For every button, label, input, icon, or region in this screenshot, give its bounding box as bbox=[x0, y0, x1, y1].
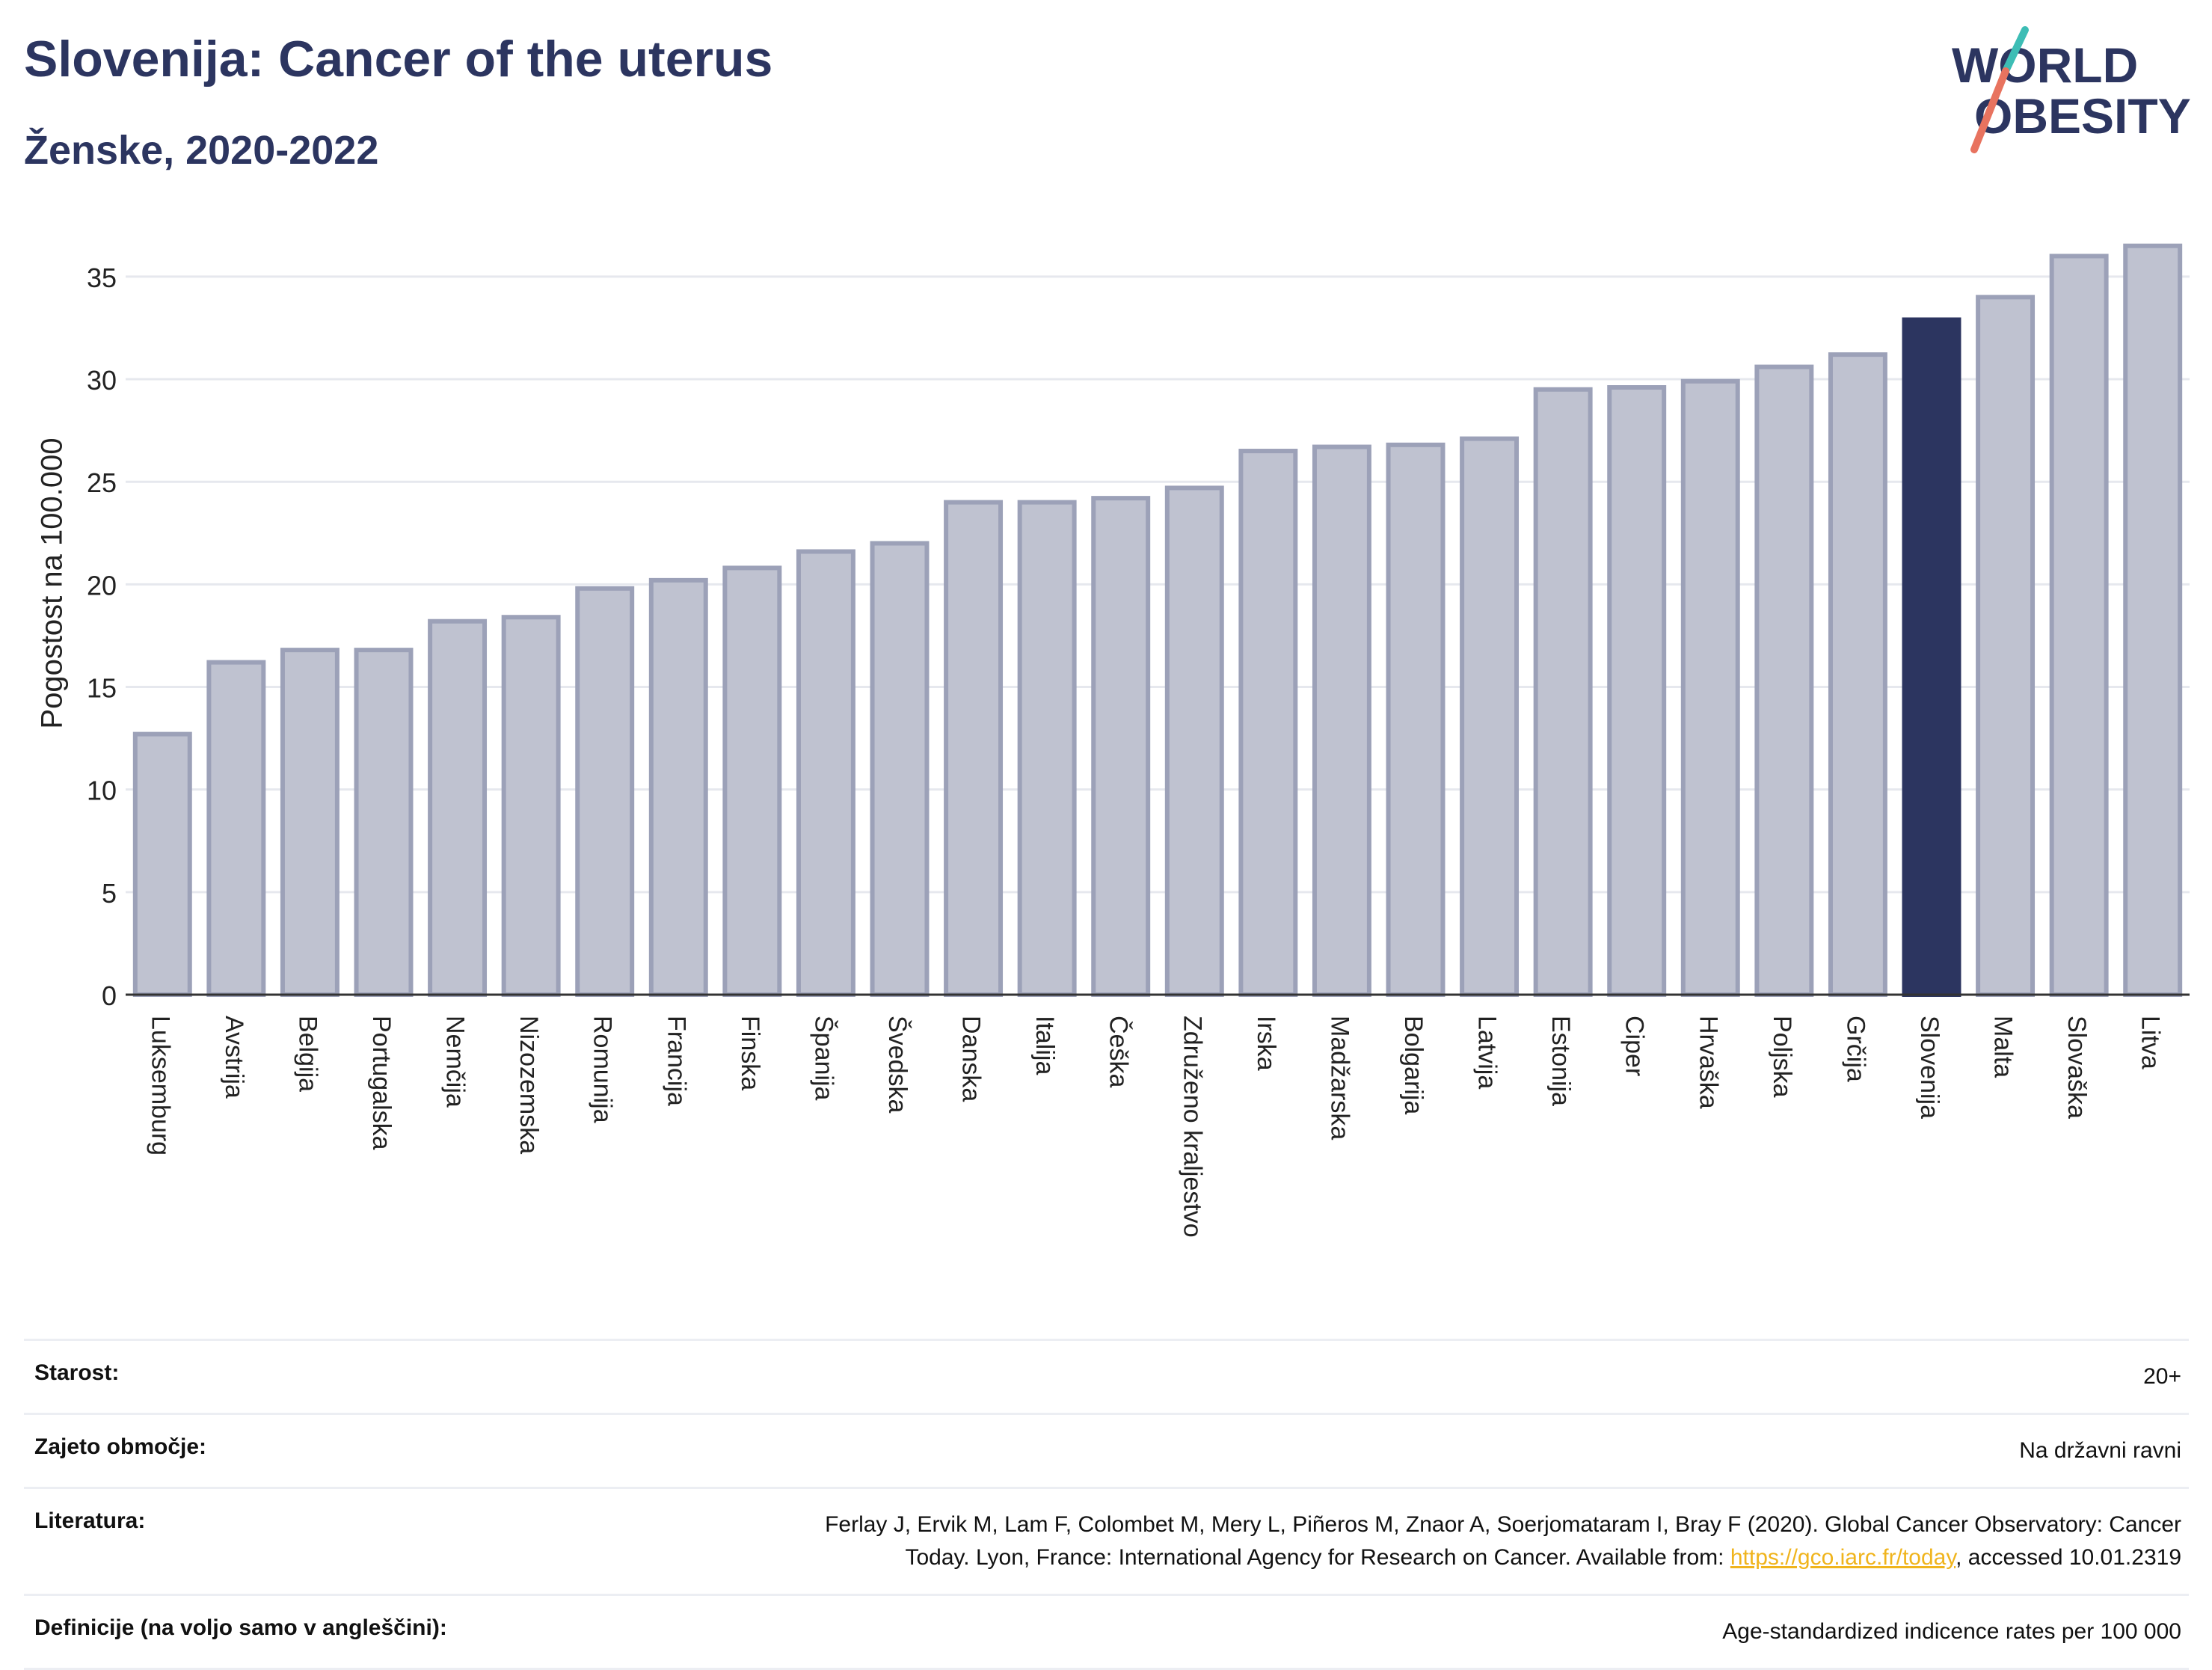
logo-line2: OBESITY bbox=[1974, 88, 2191, 144]
info-row-age: Starost: 20+ bbox=[24, 1339, 2189, 1413]
x-tick-label: Slovaška bbox=[2062, 1016, 2091, 1119]
bar bbox=[944, 500, 1004, 997]
x-tick-label: Malta bbox=[1989, 1016, 2018, 1078]
bar bbox=[354, 648, 414, 997]
bar bbox=[1312, 444, 1371, 997]
reference-label: Literatura: bbox=[34, 1508, 146, 1533]
reference-text-3: , accessed 10.01.2319 bbox=[1956, 1545, 2181, 1570]
coverage-value: Na državni ravni bbox=[2019, 1438, 2181, 1463]
bar bbox=[280, 648, 340, 997]
y-tick-label: 5 bbox=[102, 878, 117, 909]
info-row-reference: Literatura: Ferlay J, Ervik M, Lam F, Co… bbox=[24, 1487, 2189, 1594]
x-tick-label: Slovenija bbox=[1915, 1016, 1944, 1119]
x-tick-label: Danska bbox=[957, 1016, 986, 1102]
y-tick-label: 20 bbox=[87, 570, 117, 601]
world-obesity-logo-mark: WORLD OBESITY bbox=[1952, 26, 2191, 153]
info-row-definitions: Definicije (na voljo samo v angleščini):… bbox=[24, 1594, 2189, 1670]
bar bbox=[1386, 442, 1446, 997]
reference-text-2: Today. Lyon, France: International Agenc… bbox=[905, 1545, 1730, 1570]
x-tick-label: Nemčija bbox=[441, 1016, 470, 1108]
x-tick-label: Luksemburg bbox=[146, 1016, 174, 1155]
x-tick-label: Belgija bbox=[293, 1016, 322, 1092]
bar bbox=[1238, 449, 1298, 997]
x-tick-label: Madžarska bbox=[1325, 1016, 1354, 1140]
x-tick-label: Italija bbox=[1030, 1016, 1059, 1075]
reference-link[interactable]: https://gco.iarc.fr/today bbox=[1730, 1545, 1956, 1570]
bar bbox=[501, 615, 561, 997]
chart-title: Slovenija: Cancer of the uterus bbox=[24, 31, 773, 88]
y-tick-label: 25 bbox=[87, 467, 117, 498]
logo-slash-coral bbox=[1970, 67, 2009, 153]
chart-subtitle: Ženske, 2020-2022 bbox=[24, 128, 379, 173]
bar bbox=[648, 577, 708, 997]
x-tick-label: Avstrija bbox=[220, 1016, 248, 1099]
bar bbox=[1754, 364, 1814, 997]
bar bbox=[1460, 436, 1520, 997]
y-tick-label: 15 bbox=[87, 673, 117, 704]
x-tick-label: Irska bbox=[1252, 1016, 1280, 1071]
bar bbox=[1164, 485, 1224, 997]
x-tick-label: Združeno kraljestvo bbox=[1178, 1016, 1206, 1238]
y-tick-label: 30 bbox=[87, 365, 117, 396]
x-tick-label: Litva bbox=[2136, 1016, 2165, 1069]
bar bbox=[870, 541, 930, 997]
logo-slash-teal bbox=[2002, 26, 2029, 75]
bar bbox=[1680, 378, 1740, 997]
info-table: Starost: 20+ Zajeto območje: Na državni … bbox=[24, 1339, 2189, 1670]
x-tick-label: Francija bbox=[662, 1016, 690, 1106]
x-tick-label: Latvija bbox=[1473, 1016, 1502, 1089]
bar bbox=[1607, 385, 1667, 997]
y-tick-label: 35 bbox=[87, 263, 117, 293]
x-tick-label: Švedska bbox=[883, 1016, 912, 1113]
x-tick-label: Nizozemska bbox=[514, 1016, 543, 1154]
bar bbox=[796, 549, 855, 997]
age-value: 20+ bbox=[2143, 1364, 2181, 1389]
x-tick-label: Hrvaška bbox=[1694, 1016, 1722, 1109]
bar-chart: 0 5 10 15 20 25 30 35 Luksemburg Avstrija Belgija P… bbox=[87, 243, 2190, 1238]
x-tick-label: Ciper bbox=[1620, 1016, 1649, 1076]
bar-highlight bbox=[1902, 317, 1961, 997]
bar bbox=[575, 586, 635, 997]
bar bbox=[1533, 387, 1593, 997]
definitions-label: Definicije (na voljo samo v angleščini): bbox=[34, 1615, 447, 1640]
x-tick-label: Estonija bbox=[1546, 1016, 1575, 1106]
coverage-label: Zajeto območje: bbox=[34, 1434, 207, 1459]
x-tick-label: Španija bbox=[809, 1016, 838, 1101]
world-obesity-logo: WORLD OBESITY bbox=[1944, 26, 2199, 165]
bar bbox=[428, 618, 488, 997]
bar bbox=[1091, 496, 1151, 997]
bar bbox=[2049, 254, 2109, 997]
bar bbox=[722, 565, 782, 997]
bar bbox=[2123, 243, 2183, 998]
x-tick-label: Bolgarija bbox=[1399, 1016, 1428, 1114]
bar bbox=[1976, 295, 2036, 997]
y-tick-label: 10 bbox=[87, 776, 117, 806]
x-tick-label: Češka bbox=[1105, 1016, 1133, 1087]
reference-value: Ferlay J, Ervik M, Lam F, Colombet M, Me… bbox=[825, 1508, 2181, 1574]
bar bbox=[1828, 352, 1887, 997]
bar bbox=[132, 731, 192, 997]
x-tick-label: Grčija bbox=[1841, 1016, 1870, 1082]
info-row-coverage: Zajeto območje: Na državni ravni bbox=[24, 1413, 2189, 1487]
x-tick-label: Poljska bbox=[1768, 1016, 1796, 1098]
reference-text-1: Ferlay J, Ervik M, Lam F, Colombet M, Me… bbox=[825, 1512, 2181, 1537]
logo-line1: WORLD bbox=[1952, 37, 2138, 93]
definitions-value: Age-standardized indicence rates per 100… bbox=[1722, 1619, 2181, 1644]
x-tick-label: Romunija bbox=[589, 1016, 617, 1123]
x-tick-label: Finska bbox=[736, 1016, 764, 1090]
age-label: Starost: bbox=[34, 1360, 120, 1385]
y-tick-label: 0 bbox=[102, 980, 117, 1011]
x-tick-label: Portugalska bbox=[367, 1016, 396, 1150]
bar bbox=[1017, 500, 1077, 997]
bar bbox=[206, 660, 266, 997]
